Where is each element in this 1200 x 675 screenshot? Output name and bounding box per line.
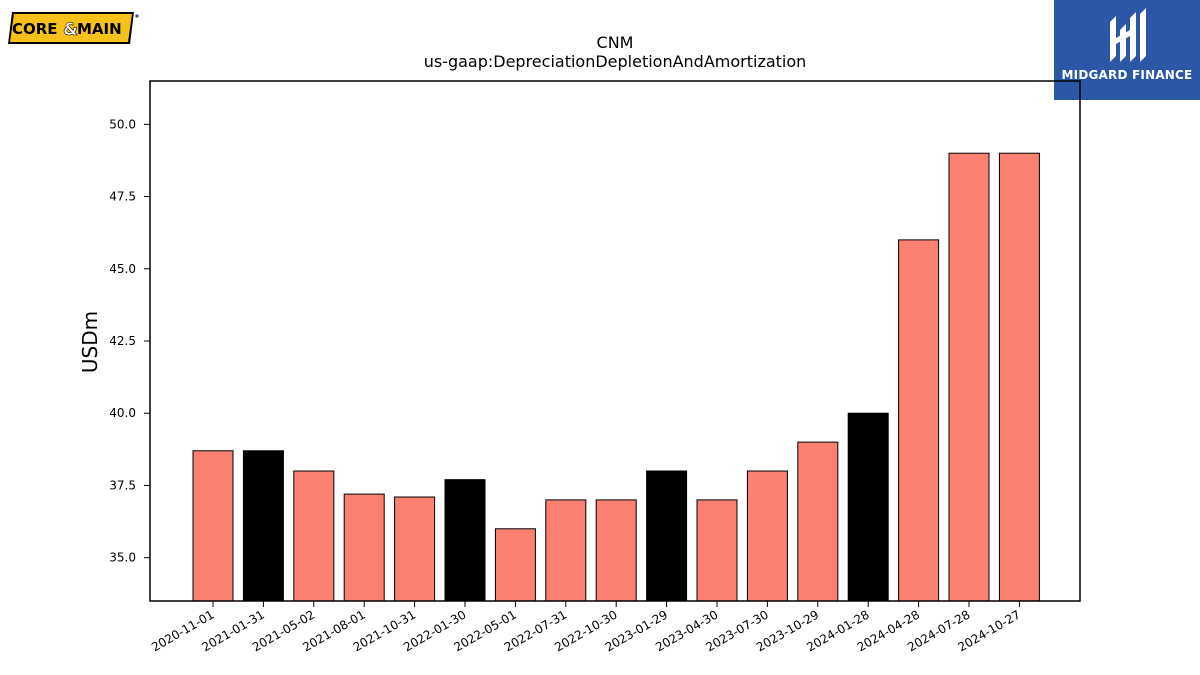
logo-left-ampersand: & — [63, 20, 78, 40]
y-tick-label: 50.0 — [109, 117, 136, 131]
bar — [646, 470, 688, 602]
chart-subtitle: us-gaap:DepreciationDepletionAndAmortiza… — [423, 52, 807, 71]
bar — [595, 499, 637, 602]
logo-left-text-a: CORE — [12, 20, 58, 38]
plot-frame — [149, 80, 1081, 602]
chart-title: CNM — [596, 33, 634, 52]
y-tick-label: 35.0 — [109, 551, 136, 565]
bar — [948, 152, 990, 602]
bar — [343, 493, 385, 602]
bar — [898, 239, 940, 602]
bar — [797, 441, 839, 602]
bar — [696, 499, 738, 602]
core-and-main-logo: CORE & MAIN — [6, 8, 140, 50]
bar — [394, 496, 436, 602]
bar — [242, 450, 284, 602]
bar — [998, 152, 1040, 602]
bar — [746, 470, 788, 602]
midgard-finance-logo: MIDGARD FINANCE — [1054, 0, 1200, 100]
bar — [847, 412, 889, 602]
bar — [545, 499, 587, 602]
bar — [494, 528, 536, 602]
bar — [293, 470, 335, 602]
y-tick-label: 40.0 — [109, 406, 136, 420]
midgard-finance-logo-text: MIDGARD FINANCE — [1061, 68, 1193, 82]
bar — [444, 479, 486, 602]
logo-left-text-b: MAIN — [77, 20, 122, 38]
y-tick-label: 42.5 — [109, 334, 136, 348]
y-tick-label: 47.5 — [109, 190, 136, 204]
bar — [192, 450, 234, 602]
y-tick-label: 45.0 — [109, 262, 136, 276]
y-tick-label: 37.5 — [109, 478, 136, 492]
